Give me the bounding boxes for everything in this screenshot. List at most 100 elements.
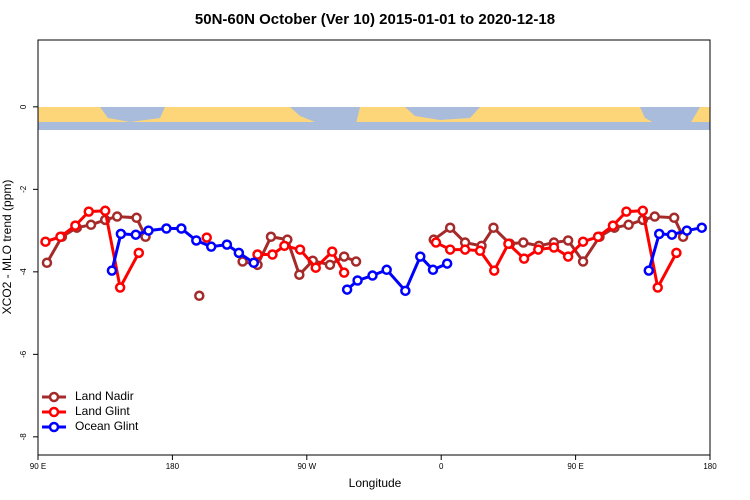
point: [562, 235, 574, 246]
legend-marker: [48, 391, 60, 403]
point: [143, 225, 154, 236]
map-land: [405, 107, 480, 120]
point: [562, 251, 574, 262]
point: [201, 232, 212, 243]
point: [338, 251, 350, 262]
point: [474, 245, 486, 257]
point: [233, 247, 245, 259]
point: [459, 244, 471, 255]
point: [133, 247, 145, 259]
point: [341, 284, 353, 295]
point: [294, 269, 305, 280]
legend-label: Land Nadir: [75, 389, 134, 403]
x-tick-label: 90 E: [567, 462, 583, 471]
x-tick-label: 180: [166, 462, 180, 471]
point: [267, 249, 278, 260]
y-axis-label: XCO2 - MLO trend (ppm): [0, 180, 14, 315]
point: [671, 247, 682, 259]
point: [70, 220, 81, 231]
point: [194, 290, 205, 302]
point: [40, 236, 51, 247]
legend-marker: [48, 421, 60, 433]
map-land: [290, 107, 360, 128]
point: [533, 244, 544, 255]
x-tick-label: 90 E: [30, 462, 46, 471]
y-tick-label: -6: [19, 350, 28, 358]
point: [205, 241, 217, 252]
point: [279, 240, 290, 252]
y-tick-label: -4: [19, 268, 28, 276]
point: [592, 231, 604, 243]
point: [85, 219, 97, 231]
y-tick-label: 0: [19, 104, 28, 109]
point: [350, 256, 362, 267]
point: [607, 220, 619, 231]
point: [518, 253, 530, 264]
point: [430, 237, 442, 248]
x-tick-label: 90 W: [297, 462, 316, 471]
point: [696, 222, 708, 233]
legend-label: Ocean Glint: [75, 419, 139, 433]
point: [444, 244, 456, 255]
point: [99, 205, 111, 217]
point: [649, 211, 660, 222]
point: [518, 237, 529, 248]
point: [681, 225, 693, 236]
point: [115, 228, 127, 240]
point: [294, 244, 306, 255]
x-tick-label: 0: [439, 462, 444, 471]
x-axis-label: Longitude: [349, 476, 402, 490]
map-land: [38, 122, 710, 130]
point: [176, 223, 187, 234]
point: [643, 265, 655, 276]
point: [367, 270, 378, 281]
map-land: [640, 107, 700, 126]
point: [666, 229, 678, 240]
point: [83, 206, 95, 217]
point: [653, 228, 665, 240]
point: [400, 285, 411, 297]
point: [441, 258, 453, 269]
point: [237, 256, 248, 267]
point: [252, 249, 263, 260]
x-tick-label: 180: [703, 462, 717, 471]
point: [338, 267, 350, 278]
point: [324, 259, 336, 271]
point: [444, 222, 456, 233]
point: [326, 246, 338, 257]
point: [265, 231, 277, 243]
point: [488, 222, 499, 233]
point: [652, 282, 663, 293]
point: [668, 212, 680, 224]
y-tick-label: -2: [19, 185, 28, 193]
y-tick-label: -8: [19, 433, 28, 441]
chart-title: 50N-60N October (Ver 10) 2015-01-01 to 2…: [195, 11, 555, 28]
point: [621, 206, 632, 217]
point: [623, 219, 634, 231]
point: [248, 257, 260, 269]
plot-frame: [37, 39, 711, 456]
point: [161, 223, 172, 234]
point: [637, 205, 649, 217]
point: [106, 265, 118, 276]
point: [130, 229, 142, 240]
point: [503, 238, 514, 250]
point: [191, 235, 202, 246]
point: [131, 212, 142, 224]
point: [577, 256, 589, 267]
point: [310, 262, 322, 273]
map-band: [38, 107, 710, 130]
point: [415, 251, 426, 262]
point: [41, 257, 53, 269]
legend-label: Land Glint: [75, 404, 130, 418]
legend-marker: [48, 406, 60, 418]
map-land: [100, 107, 165, 122]
point: [55, 231, 66, 243]
point: [111, 211, 123, 222]
point: [577, 236, 589, 247]
point: [488, 265, 500, 276]
point: [114, 282, 126, 293]
